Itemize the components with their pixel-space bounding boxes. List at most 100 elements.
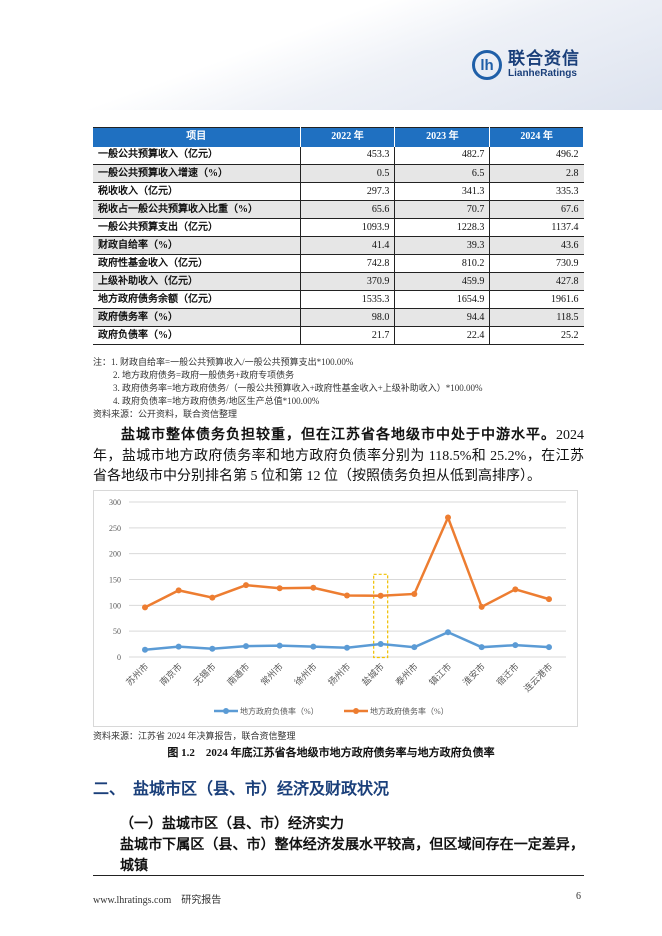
chart-source: 资料来源：江苏省 2024 年决算报告，联合资信整理	[93, 731, 296, 741]
data-point	[344, 592, 350, 599]
cell-value: 0.5	[299, 164, 395, 183]
table-row: 政府债务率（%） 98.0 94.4 118.5	[93, 308, 584, 327]
row-label: 税收收入（亿元）	[93, 182, 300, 201]
row-label: 一般公共预算收入（亿元）	[93, 146, 300, 165]
x-tick-label: 盐城市	[359, 661, 386, 688]
cell-value: 118.5	[489, 308, 584, 327]
table-row: 税收收入（亿元） 297.3 341.3 335.3	[93, 182, 584, 201]
x-tick-label: 徐州市	[292, 661, 319, 688]
data-point	[276, 585, 283, 592]
column-header: 2023 年	[394, 127, 491, 147]
data-point	[209, 594, 216, 601]
note: 2. 地方政府债务=政府一般债务+政府专项债务	[113, 370, 295, 380]
x-tick-label: 泰州市	[393, 661, 420, 688]
data-point	[377, 640, 384, 647]
row-label: 税收占一般公共预算收入比重（%）	[93, 200, 300, 219]
cell-value: 1961.6	[489, 290, 584, 309]
cell-value: 41.4	[299, 236, 395, 255]
table-row: 税收占一般公共预算收入比重（%） 65.6 70.7 67.6	[93, 200, 584, 219]
row-label: 上级补助收入（亿元）	[93, 272, 300, 291]
cell-value: 496.2	[489, 146, 584, 165]
data-point	[243, 582, 249, 589]
data-point	[243, 643, 249, 650]
legend-label: 地方政府债务率（%）	[370, 706, 449, 716]
data-point	[445, 514, 451, 521]
note: 4. 政府负债率=地方政府债务/地区生产总值*100.00%	[113, 396, 320, 406]
y-tick-label: 300	[109, 498, 121, 507]
cell-value: 341.3	[394, 182, 490, 201]
y-tick-label: 250	[109, 524, 121, 533]
cell-value: 70.7	[394, 200, 490, 219]
note: 注：1. 财政自给率=一般公共预算收入/一般公共预算支出*100.00%	[93, 357, 354, 367]
cell-value: 43.6	[489, 236, 584, 255]
x-tick-label: 镇江市	[427, 661, 454, 688]
data-point	[142, 646, 148, 653]
cell-value: 370.9	[299, 272, 395, 291]
subheading: （一）盐城市区（县、市）经济实力	[120, 817, 344, 832]
table-row: 政府性基金收入（亿元） 742.8 810.2 730.9	[93, 254, 584, 273]
cell-value: 730.9	[489, 254, 584, 273]
y-tick-label: 50	[113, 627, 121, 636]
data-point	[411, 644, 418, 651]
cell-value: 1535.3	[299, 290, 395, 309]
row-label: 地方政府债务余额（亿元）	[93, 290, 300, 309]
table-row: 一般公共预算支出（亿元） 1093.9 1228.3 1137.4	[93, 218, 584, 237]
data-point	[512, 586, 519, 593]
note: 3. 政府债务率=地方政府债务/（一般公共预算收入+政府性基金收入+上级补助收入…	[113, 383, 483, 393]
table-row: 一般公共预算收入增速（%） 0.5 6.5 2.8	[93, 164, 584, 183]
cell-value: 459.9	[394, 272, 490, 291]
x-tick-label: 南通市	[225, 661, 252, 688]
chart-svg: 0 50 100 150 200 250 300 苏州市 南京市 无锡市 南通市 常州市 徐州市 扬州市盐…	[109, 498, 566, 716]
data-point	[142, 604, 148, 611]
section-heading: 二、 盐城市区（县、市）经济及财政状况	[93, 779, 390, 798]
table-row: 上级补助收入（亿元） 370.9 459.9 427.8	[93, 272, 584, 291]
x-tick-label: 常州市	[258, 661, 285, 688]
row-label: 政府性基金收入（亿元）	[93, 254, 300, 273]
paragraph-1: 盐城市整体债务负担较重，但在江苏省各地级市中处于中游水平。2024 年，盐城市地…	[93, 426, 584, 488]
data-point	[377, 592, 384, 599]
row-label: 政府债务率（%）	[93, 308, 300, 327]
cell-value: 25.2	[489, 326, 584, 345]
row-label: 一般公共预算收入增速（%）	[93, 164, 300, 183]
page-number: 6	[576, 891, 581, 902]
data-point	[546, 644, 552, 651]
header-background	[0, 0, 662, 110]
data-point	[478, 603, 485, 610]
column-header: 2024 年	[489, 127, 584, 147]
x-tick-label: 苏州市	[124, 661, 151, 688]
data-point	[344, 644, 350, 651]
x-tick-label: 扬州市	[326, 661, 353, 688]
row-label: 政府负债率（%）	[93, 326, 300, 345]
cell-value: 810.2	[394, 254, 490, 273]
data-point	[445, 629, 451, 636]
legend-label: 地方政府负债率（%）	[240, 706, 319, 716]
logo-icon: lh	[472, 50, 502, 80]
y-tick-label: 200	[109, 550, 121, 559]
cell-value: 453.3	[299, 146, 395, 165]
column-header: 项目	[93, 127, 301, 147]
line-chart: 0 50 100 150 200 250 300 苏州市 南京市 无锡市 南通市 常州市 徐州市 扬州市盐…	[93, 490, 578, 727]
cell-value: 67.6	[489, 200, 584, 219]
paragraph-2: 盐城市下属区（县、市）整体经济发展水平较高，但区域间存在一定差异，城镇	[120, 838, 584, 874]
table-row: 一般公共预算收入（亿元） 453.3 482.7 496.2	[93, 146, 584, 165]
cell-value: 1228.3	[394, 218, 490, 237]
legend-marker	[353, 708, 359, 714]
data-point	[546, 596, 552, 603]
data-point	[276, 642, 283, 649]
y-tick-label: 100	[109, 601, 121, 610]
y-tick-label: 150	[109, 576, 121, 585]
footer-divider	[93, 875, 584, 876]
cell-value: 6.5	[394, 164, 490, 183]
table-notes: 注：1. 财政自给率=一般公共预算收入/一般公共预算支出*100.00% 2. …	[93, 356, 482, 421]
cell-value: 2.8	[489, 164, 584, 183]
cell-value: 482.7	[394, 146, 490, 165]
cell-value: 1137.4	[489, 218, 584, 237]
cell-value: 39.3	[394, 236, 490, 255]
cell-value: 94.4	[394, 308, 490, 327]
data-point	[411, 590, 418, 597]
cell-value: 65.6	[299, 200, 395, 219]
table-row: 财政自给率（%） 41.4 39.3 43.6	[93, 236, 584, 255]
row-label: 一般公共预算支出（亿元）	[93, 218, 300, 237]
table-row: 政府负债率（%） 21.7 22.4 25.2	[93, 326, 584, 345]
x-tick-label: 淮安市	[460, 661, 487, 688]
